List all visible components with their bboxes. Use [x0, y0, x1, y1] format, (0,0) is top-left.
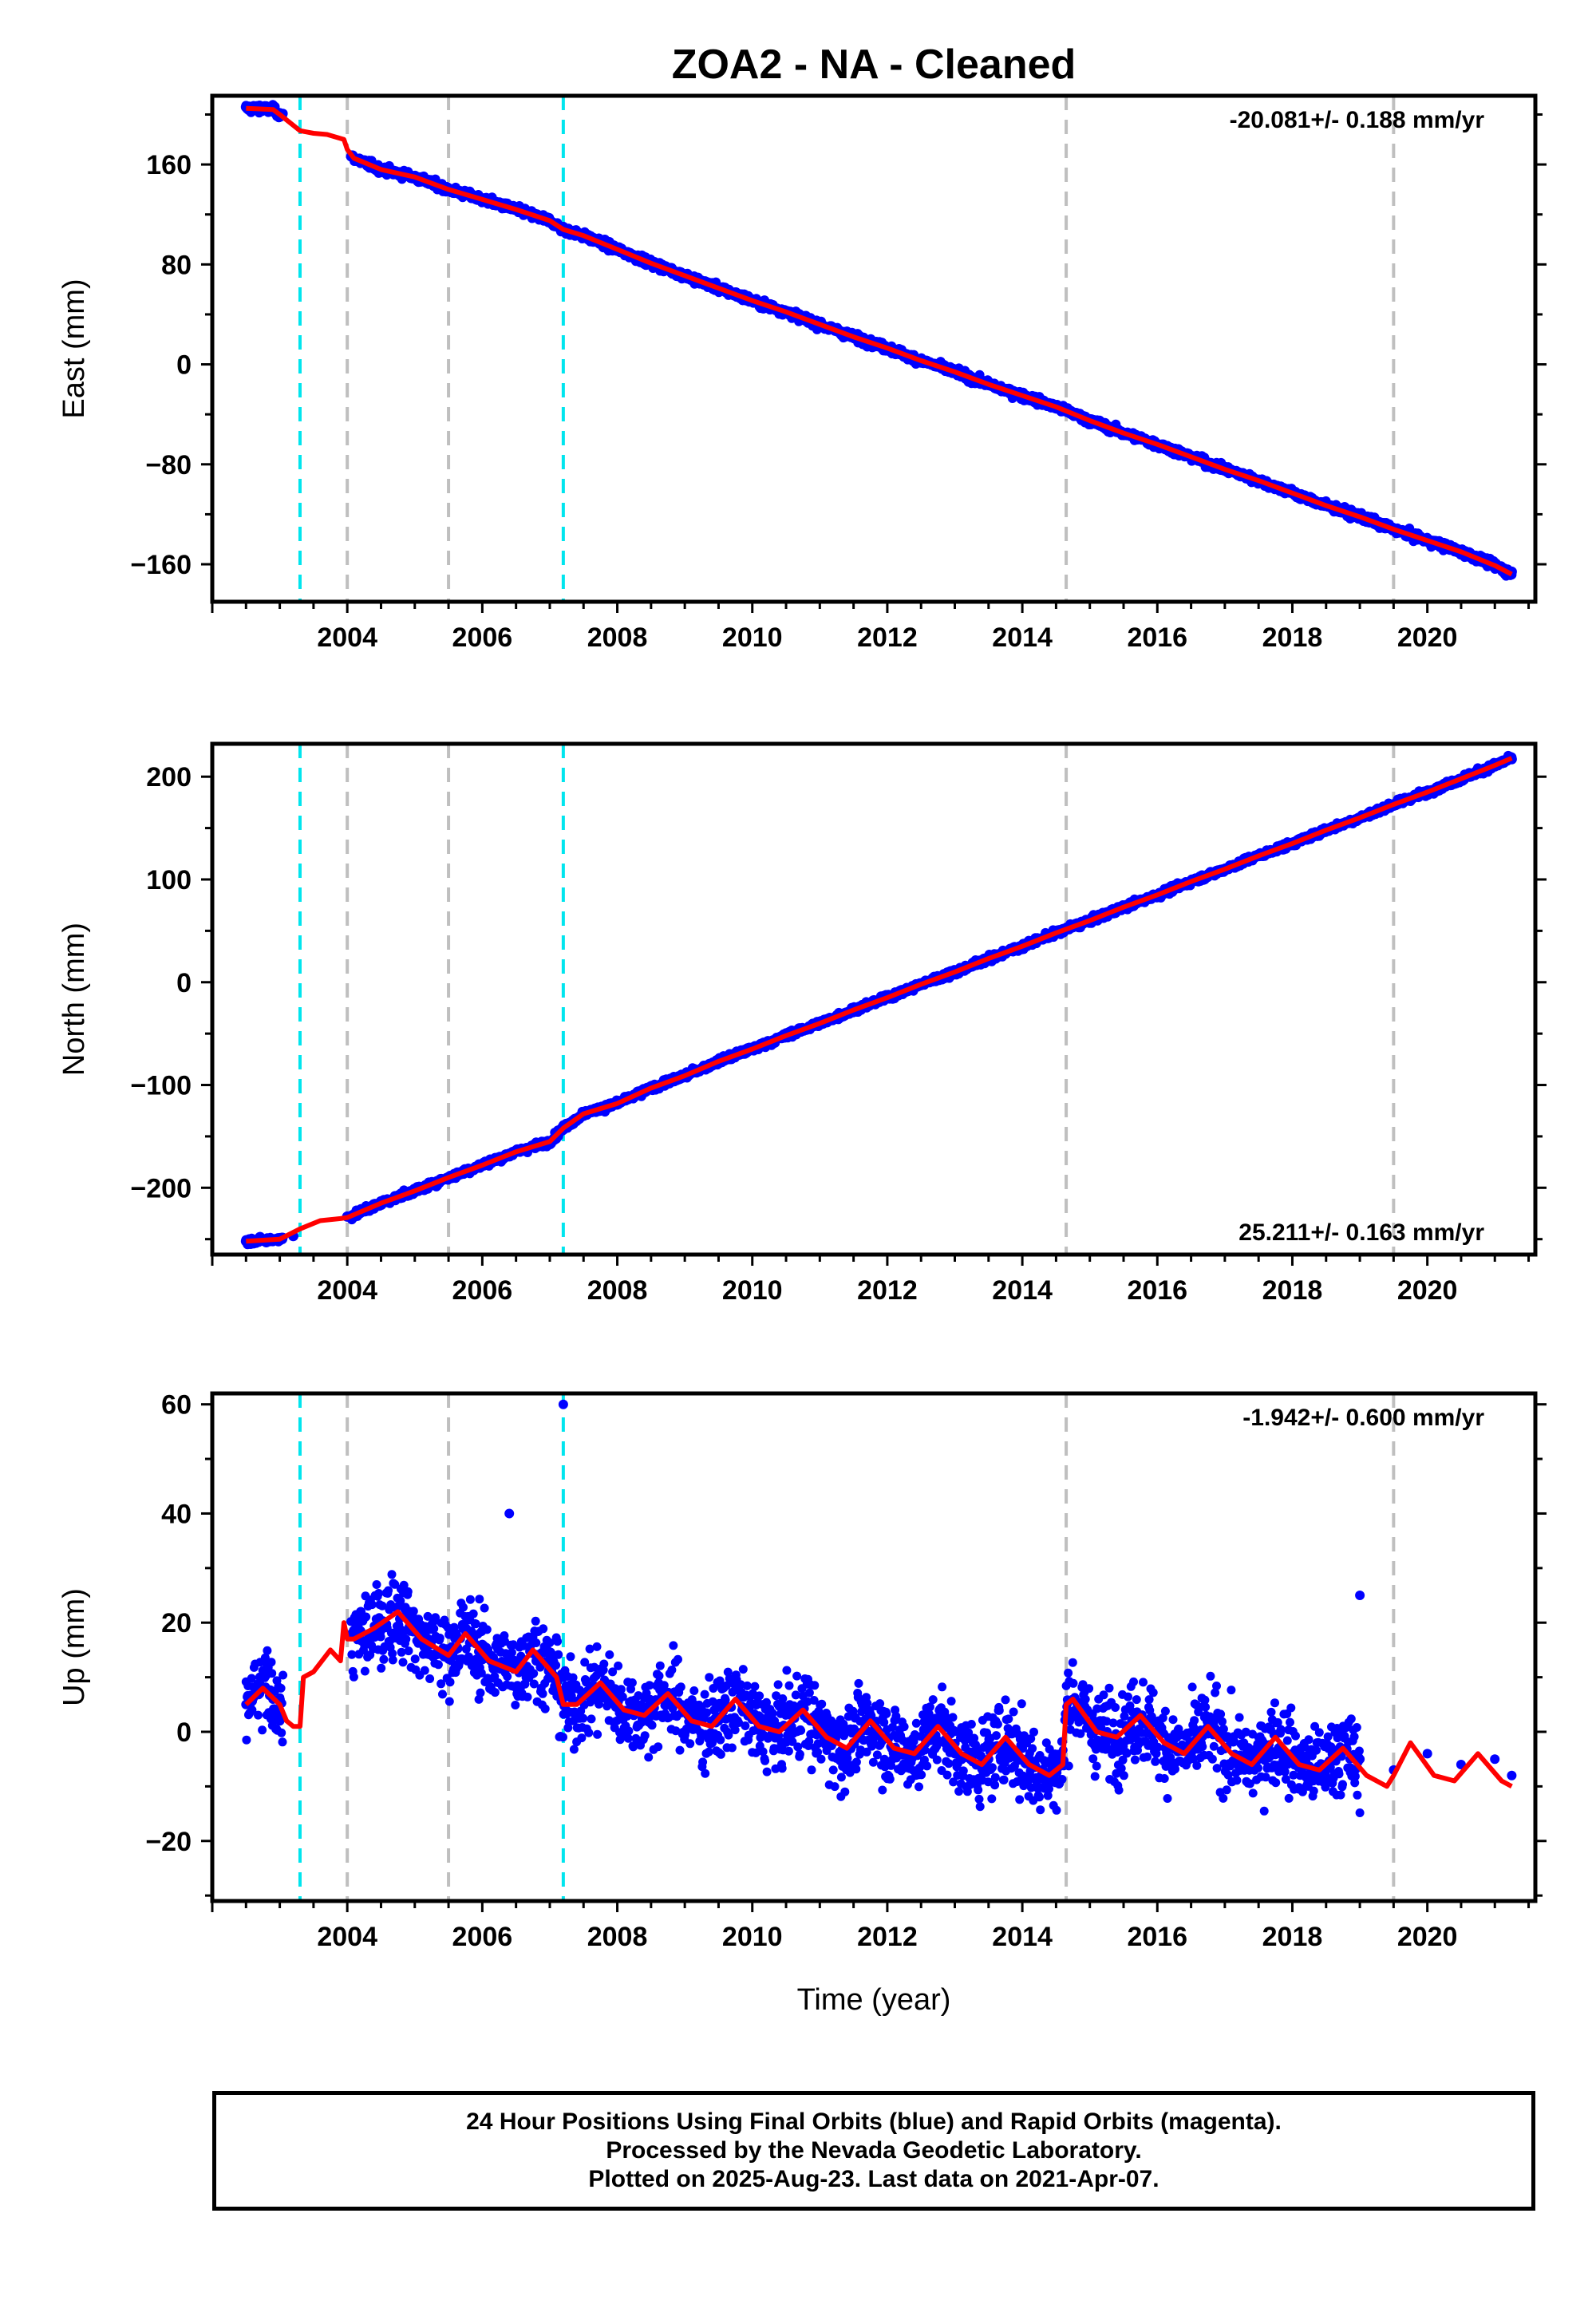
north-x-tick-label: 2014 [992, 1275, 1053, 1306]
east-panel: 2004 2006 2008 2010 2012 2014 2016 2018 2020 −160… [57, 93, 1547, 653]
north-panel: 2004 2006 2008 2010 2012 2014 2016 2018 2020 −200… [57, 741, 1547, 1306]
east-y-tick-label: 0 [176, 350, 192, 381]
panels-root: 2004 2006 2008 2010 2012 2014 2016 2018 2020 −160… [57, 93, 1547, 1952]
east-x-tick-label: 2004 [317, 622, 377, 653]
north-y-tick-label: −200 [130, 1173, 192, 1203]
north-y-axis-title: North (mm) [57, 923, 91, 1076]
east-x-tick-label: 2010 [722, 622, 783, 653]
north-y-tick-label: 0 [176, 968, 192, 998]
east-x-tick-label: 2012 [857, 622, 918, 653]
east-y-tick-label: −80 [145, 450, 192, 480]
north-x-tick-label: 2018 [1262, 1275, 1323, 1306]
east-frame [210, 93, 1538, 604]
north-rate-label: 25.211+/- 0.163 mm/yr [1238, 1219, 1484, 1246]
east-y-tick-label: 80 [161, 250, 192, 280]
east-y-axis-title: East (mm) [57, 279, 91, 418]
north-frame [210, 741, 1538, 1257]
north-x-tick-label: 2008 [587, 1275, 648, 1306]
north-y-tick-label: −100 [130, 1071, 192, 1101]
north-plot-area [240, 744, 1517, 1255]
north-x-tick-label: 2006 [452, 1275, 513, 1306]
east-y-tick-label: −160 [130, 550, 192, 580]
chart-title: ZOA2 - NA - Cleaned [672, 41, 1077, 88]
north-x-tick-label: 2012 [857, 1275, 918, 1306]
east-rate-label: -20.081+/- 0.188 mm/yr [1230, 107, 1485, 133]
east-x-tick-label: 2014 [992, 622, 1053, 653]
east-x-tick-label: 2020 [1397, 622, 1458, 653]
east-x-tick-label: 2008 [587, 622, 648, 653]
north-x-tick-label: 2004 [317, 1275, 377, 1306]
north-x-tick-label: 2020 [1397, 1275, 1458, 1306]
east-x-tick-label: 2006 [452, 622, 513, 653]
north-x-tick-label: 2016 [1127, 1275, 1187, 1306]
north-x-tick-label: 2010 [722, 1275, 783, 1306]
east-model-line [246, 105, 1513, 577]
north-y-tick-label: 200 [146, 762, 192, 792]
east-x-tick-label: 2016 [1127, 622, 1187, 653]
up-panel: 2004 2006 2008 2010 2012 2014 2016 2018 2020−200… [57, 1390, 1547, 1952]
north-y-tick-label: 100 [146, 865, 192, 895]
east-y-tick-label: 160 [146, 150, 192, 180]
east-plot-area [240, 96, 1517, 602]
east-x-tick-label: 2018 [1262, 622, 1323, 653]
north-model-line [246, 756, 1513, 1244]
